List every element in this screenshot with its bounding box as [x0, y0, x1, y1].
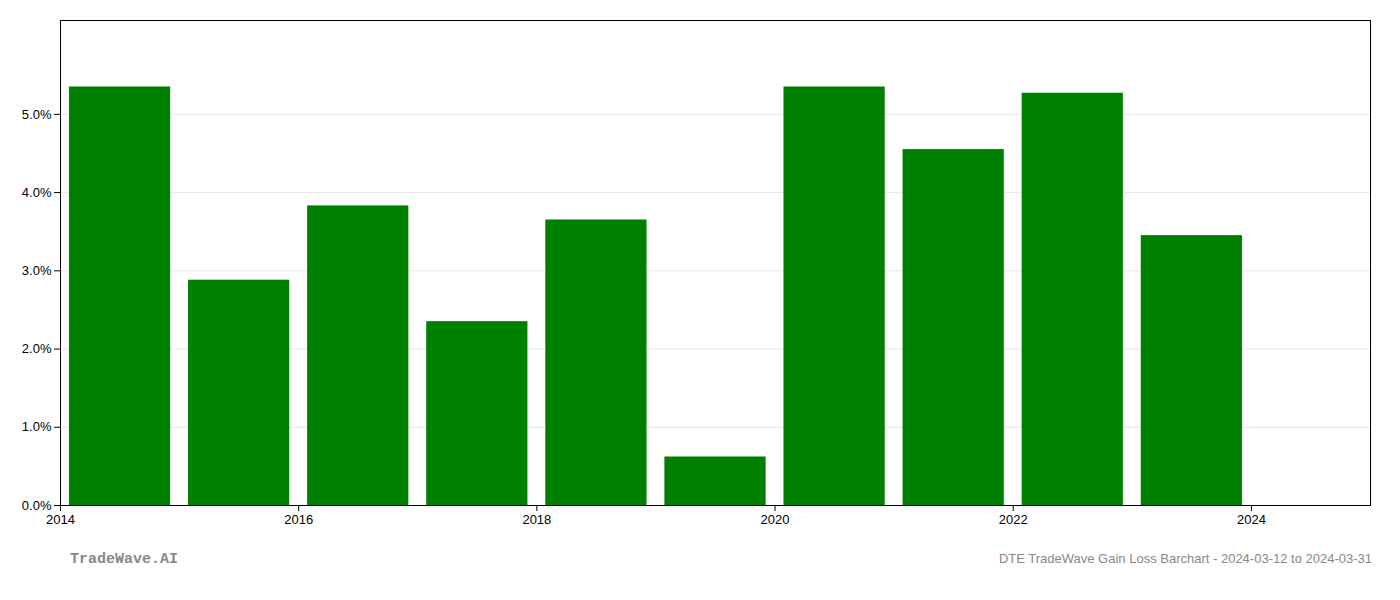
svg-text:0.0%: 0.0% [22, 498, 52, 513]
svg-text:2.0%: 2.0% [22, 341, 52, 356]
svg-text:1.0%: 1.0% [22, 419, 52, 434]
svg-text:2016: 2016 [284, 512, 313, 527]
html-text:DTE TradeWave Gain Loss Barcha: DTE TradeWave Gain Loss Barchart - 2024-… [998, 551, 1372, 566]
html-text:TradeWave.AI: TradeWave.AI [70, 551, 178, 568]
svg-text:2018: 2018 [522, 512, 551, 527]
svg-text:3.0%: 3.0% [22, 263, 52, 278]
svg-text:2020: 2020 [761, 512, 790, 527]
svg-text:2022: 2022 [999, 512, 1028, 527]
svg-text:5.0%: 5.0% [22, 107, 52, 122]
svg-text:2024: 2024 [1237, 512, 1266, 527]
svg-text:4.0%: 4.0% [22, 185, 52, 200]
svg-text:2014: 2014 [46, 512, 75, 527]
